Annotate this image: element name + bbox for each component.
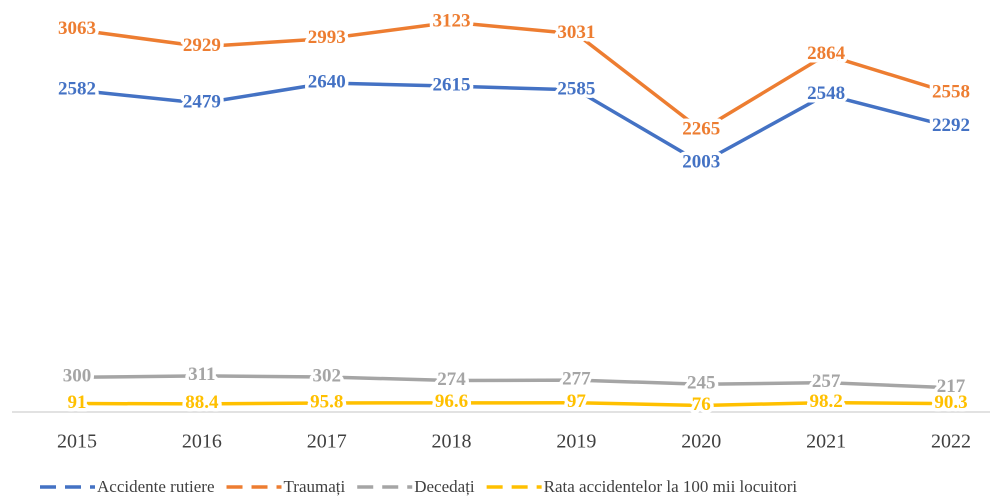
data-label: 97 — [567, 391, 587, 412]
series-line — [76, 374, 952, 390]
data-label: 90.3 — [934, 392, 967, 413]
x-tick-label: 2017 — [307, 431, 347, 453]
x-tick-label: 2019 — [556, 431, 596, 453]
series-line — [76, 20, 952, 132]
data-label: 3031 — [557, 22, 595, 43]
data-label: 2558 — [932, 82, 970, 103]
data-label: 95.8 — [310, 391, 343, 412]
data-label: 98.2 — [809, 391, 842, 412]
data-label: 245 — [687, 373, 716, 394]
data-label: 217 — [937, 376, 966, 397]
data-label: 2479 — [183, 92, 221, 113]
x-tick-label: 2021 — [806, 431, 846, 453]
x-tick-label: 2015 — [57, 431, 97, 453]
x-tick-label: 2016 — [182, 431, 222, 453]
data-label: 3063 — [58, 18, 96, 39]
data-label: 2585 — [557, 78, 595, 99]
data-label: 2615 — [433, 75, 471, 96]
data-label: 274 — [437, 369, 466, 390]
data-label: 311 — [188, 364, 215, 385]
data-label: 3123 — [433, 11, 471, 32]
legend-label: Accidente rutiere — [97, 477, 215, 496]
data-label: 2640 — [308, 71, 346, 92]
data-label: 2548 — [807, 83, 845, 104]
x-tick-label: 2020 — [681, 431, 721, 453]
data-label: 91 — [68, 392, 87, 413]
data-label: 96.6 — [435, 391, 468, 412]
data-label: 257 — [812, 371, 841, 392]
data-label: 2929 — [183, 35, 221, 56]
series-line — [76, 400, 951, 408]
data-label: 2993 — [308, 27, 346, 48]
data-label: 2292 — [932, 115, 970, 136]
data-label: 2003 — [682, 151, 720, 172]
data-label: 277 — [562, 369, 591, 390]
data-label: 300 — [63, 366, 92, 387]
legend-label: Traumați — [284, 477, 346, 496]
series-line — [76, 81, 952, 165]
data-label: 302 — [312, 365, 341, 386]
data-label: 88.4 — [185, 392, 219, 413]
data-label: 76 — [692, 394, 711, 415]
legend-label: Decedați — [414, 477, 475, 496]
x-tick-label: 2018 — [432, 431, 472, 453]
data-label: 2265 — [682, 119, 720, 140]
x-tick-label: 2022 — [931, 431, 971, 453]
data-label: 2582 — [58, 79, 96, 100]
legend-label: Rata accidentelor la 100 mii locuitori — [544, 477, 798, 496]
data-label: 2864 — [807, 43, 846, 64]
